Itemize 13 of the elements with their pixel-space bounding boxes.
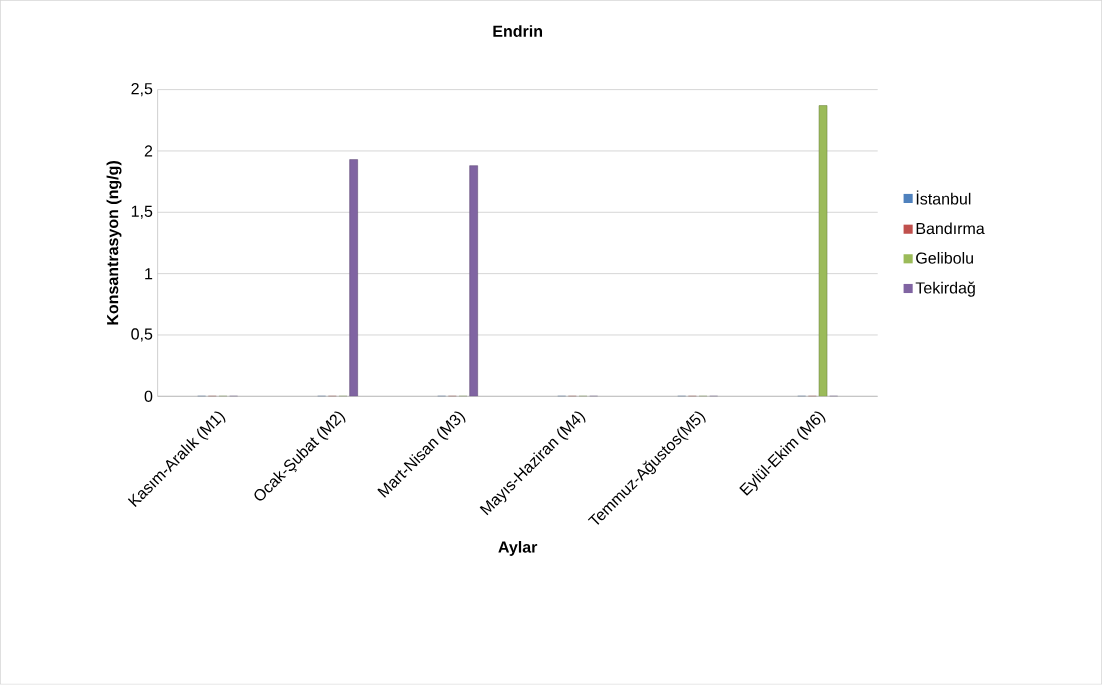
y-tick-label: 2,5 <box>131 83 153 97</box>
y-tick-label: 2 <box>144 145 153 157</box>
legend-label: Tekirdağ <box>915 281 975 297</box>
y-tick-label: 0,5 <box>131 328 153 342</box>
legend-label: Gelibolu <box>916 252 973 264</box>
y-tick-label: 1 <box>145 268 153 280</box>
y-tick-label: 1,5 <box>131 205 153 219</box>
y-axis-title: Konsantrasyon (ng/g) <box>106 161 122 325</box>
x-axis-title: Aylar <box>498 541 538 557</box>
legend-label: Bandırma <box>916 222 985 235</box>
chart-title: Endrin <box>493 25 543 38</box>
y-tick-label: 0 <box>144 390 153 403</box>
legend-label: İstanbul <box>916 190 971 205</box>
